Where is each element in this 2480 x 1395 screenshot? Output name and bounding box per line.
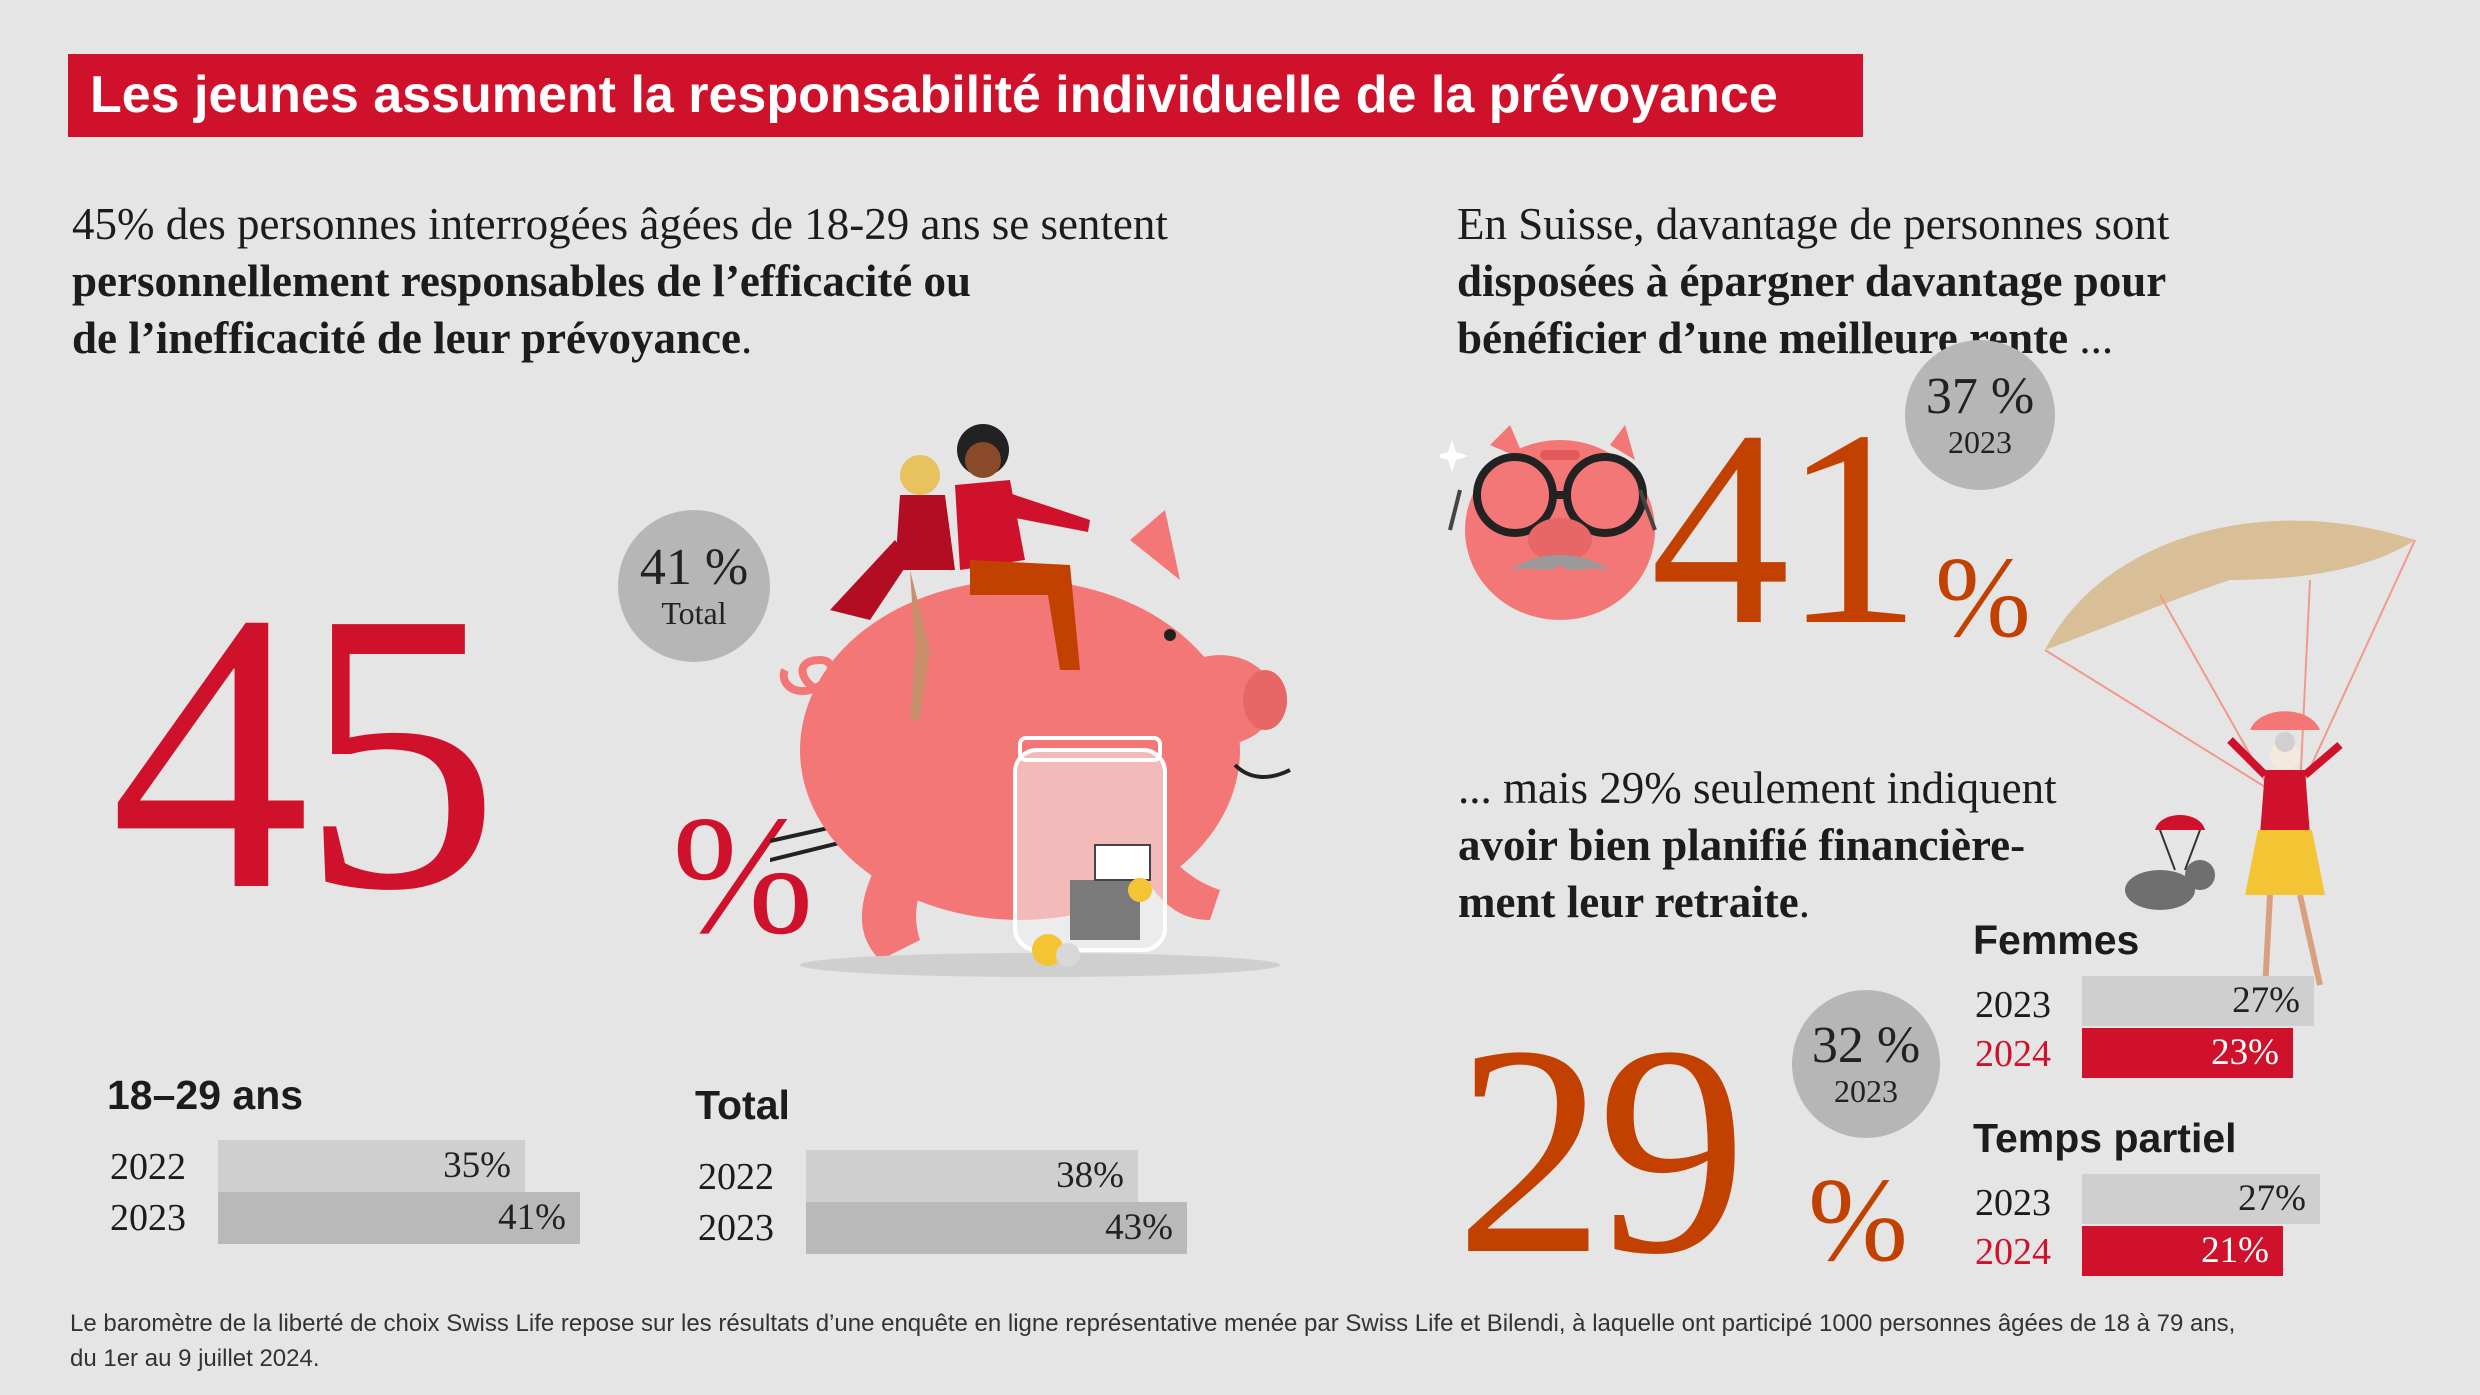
right-top-intro-end: ... bbox=[2068, 313, 2114, 363]
bar-femmes-2023: 27% bbox=[2082, 976, 2314, 1026]
left-intro-end: . bbox=[740, 313, 753, 363]
bar-year-label: 2024 bbox=[1975, 1231, 2051, 1273]
piggy-bank-with-glasses-icon bbox=[1440, 425, 1657, 620]
right-top-intro: En Suisse, davantage de personnes sont d… bbox=[1457, 196, 2447, 367]
right-bottom-intro-line1: ... mais 29% seulement indiquent bbox=[1458, 763, 2057, 813]
right-bottom-intro: ... mais 29% seulement indiquent avoir b… bbox=[1458, 760, 2158, 931]
bar-year-label: 2023 bbox=[698, 1207, 774, 1249]
bar-year-label: 2024 bbox=[1975, 1033, 2051, 1075]
footnote-line2: du 1er au 9 juillet 2024. bbox=[70, 1345, 320, 1372]
group-title-temps-partiel: Temps partiel bbox=[1973, 1115, 2237, 1161]
right-top-big-unit: % bbox=[1935, 534, 2031, 661]
bar-femmes-2024: 23% bbox=[2082, 1028, 2293, 1078]
right-bottom-big-value: 29 bbox=[1455, 984, 1747, 1316]
right-bottom-2023-bubble: 32 % 2023 bbox=[1792, 990, 1940, 1138]
page-title: Les jeunes assument la responsabilité in… bbox=[68, 54, 1863, 137]
right-bottom-intro-bold2: ment leur retraite bbox=[1458, 877, 1799, 927]
right-top-2023-bubble: 37 % 2023 bbox=[1905, 340, 2055, 490]
bar-18-29-2022: 35% bbox=[218, 1140, 525, 1192]
parachute-grandma-icon bbox=[2044, 520, 2416, 991]
right-bottom-bubble-value: 32 % bbox=[1811, 1017, 1921, 1075]
footnote: Le baromètre de la liberté de choix Swis… bbox=[70, 1306, 2450, 1376]
right-top-intro-bold1: disposées à épargner davantage pour bbox=[1457, 256, 2167, 306]
right-top-intro-line1: En Suisse, davantage de personnes sont bbox=[1457, 199, 2170, 249]
left-intro-bold1: personnellement responsables de l’effica… bbox=[72, 256, 972, 306]
right-top-bubble-value: 37 % bbox=[1925, 368, 2035, 426]
group-title-total: Total bbox=[695, 1082, 790, 1128]
left-bubble-label: Total bbox=[661, 594, 727, 631]
bar-total-2023: 43% bbox=[806, 1202, 1187, 1254]
bar-temps-partiel-2023: 27% bbox=[2082, 1174, 2320, 1224]
right-top-big-value: 41 bbox=[1650, 372, 1922, 683]
left-intro-bold2: de l’inefficacité de leur prévoyance bbox=[72, 313, 741, 363]
left-intro: 45% des personnes interrogées âgées de 1… bbox=[72, 196, 1372, 367]
bar-year-label: 2023 bbox=[110, 1197, 186, 1239]
right-top-bubble-label: 2023 bbox=[1948, 423, 2012, 460]
footnote-line1: Le baromètre de la liberté de choix Swis… bbox=[70, 1310, 2236, 1337]
group-title-femmes: Femmes bbox=[1973, 917, 2140, 963]
bar-year-label: 2022 bbox=[110, 1146, 186, 1188]
bar-temps-partiel-2024: 21% bbox=[2082, 1226, 2283, 1276]
right-bottom-big-unit: % bbox=[1808, 1153, 1908, 1286]
left-big-unit: % bbox=[672, 781, 814, 969]
bar-year-label: 2023 bbox=[1975, 984, 2051, 1026]
bar-18-29-2023: 41% bbox=[218, 1192, 580, 1244]
right-bottom-intro-end: . bbox=[1798, 877, 1810, 927]
left-big-value: 45 bbox=[110, 530, 500, 973]
bar-year-label: 2023 bbox=[1975, 1182, 2051, 1224]
right-bottom-intro-bold1: avoir bien planifié financière- bbox=[1458, 820, 2026, 870]
bar-total-2022: 38% bbox=[806, 1150, 1138, 1202]
right-bottom-bubble-label: 2023 bbox=[1834, 1072, 1898, 1109]
left-bubble-value: 41 % bbox=[639, 539, 749, 597]
piggy-bank-with-riders-icon bbox=[770, 424, 1291, 977]
left-total-bubble: 41 % Total bbox=[618, 510, 770, 662]
bar-year-label: 2022 bbox=[698, 1156, 774, 1198]
group-title-18-29: 18–29 ans bbox=[107, 1072, 304, 1118]
left-intro-line1: 45% des personnes interrogées âgées de 1… bbox=[72, 199, 1168, 249]
